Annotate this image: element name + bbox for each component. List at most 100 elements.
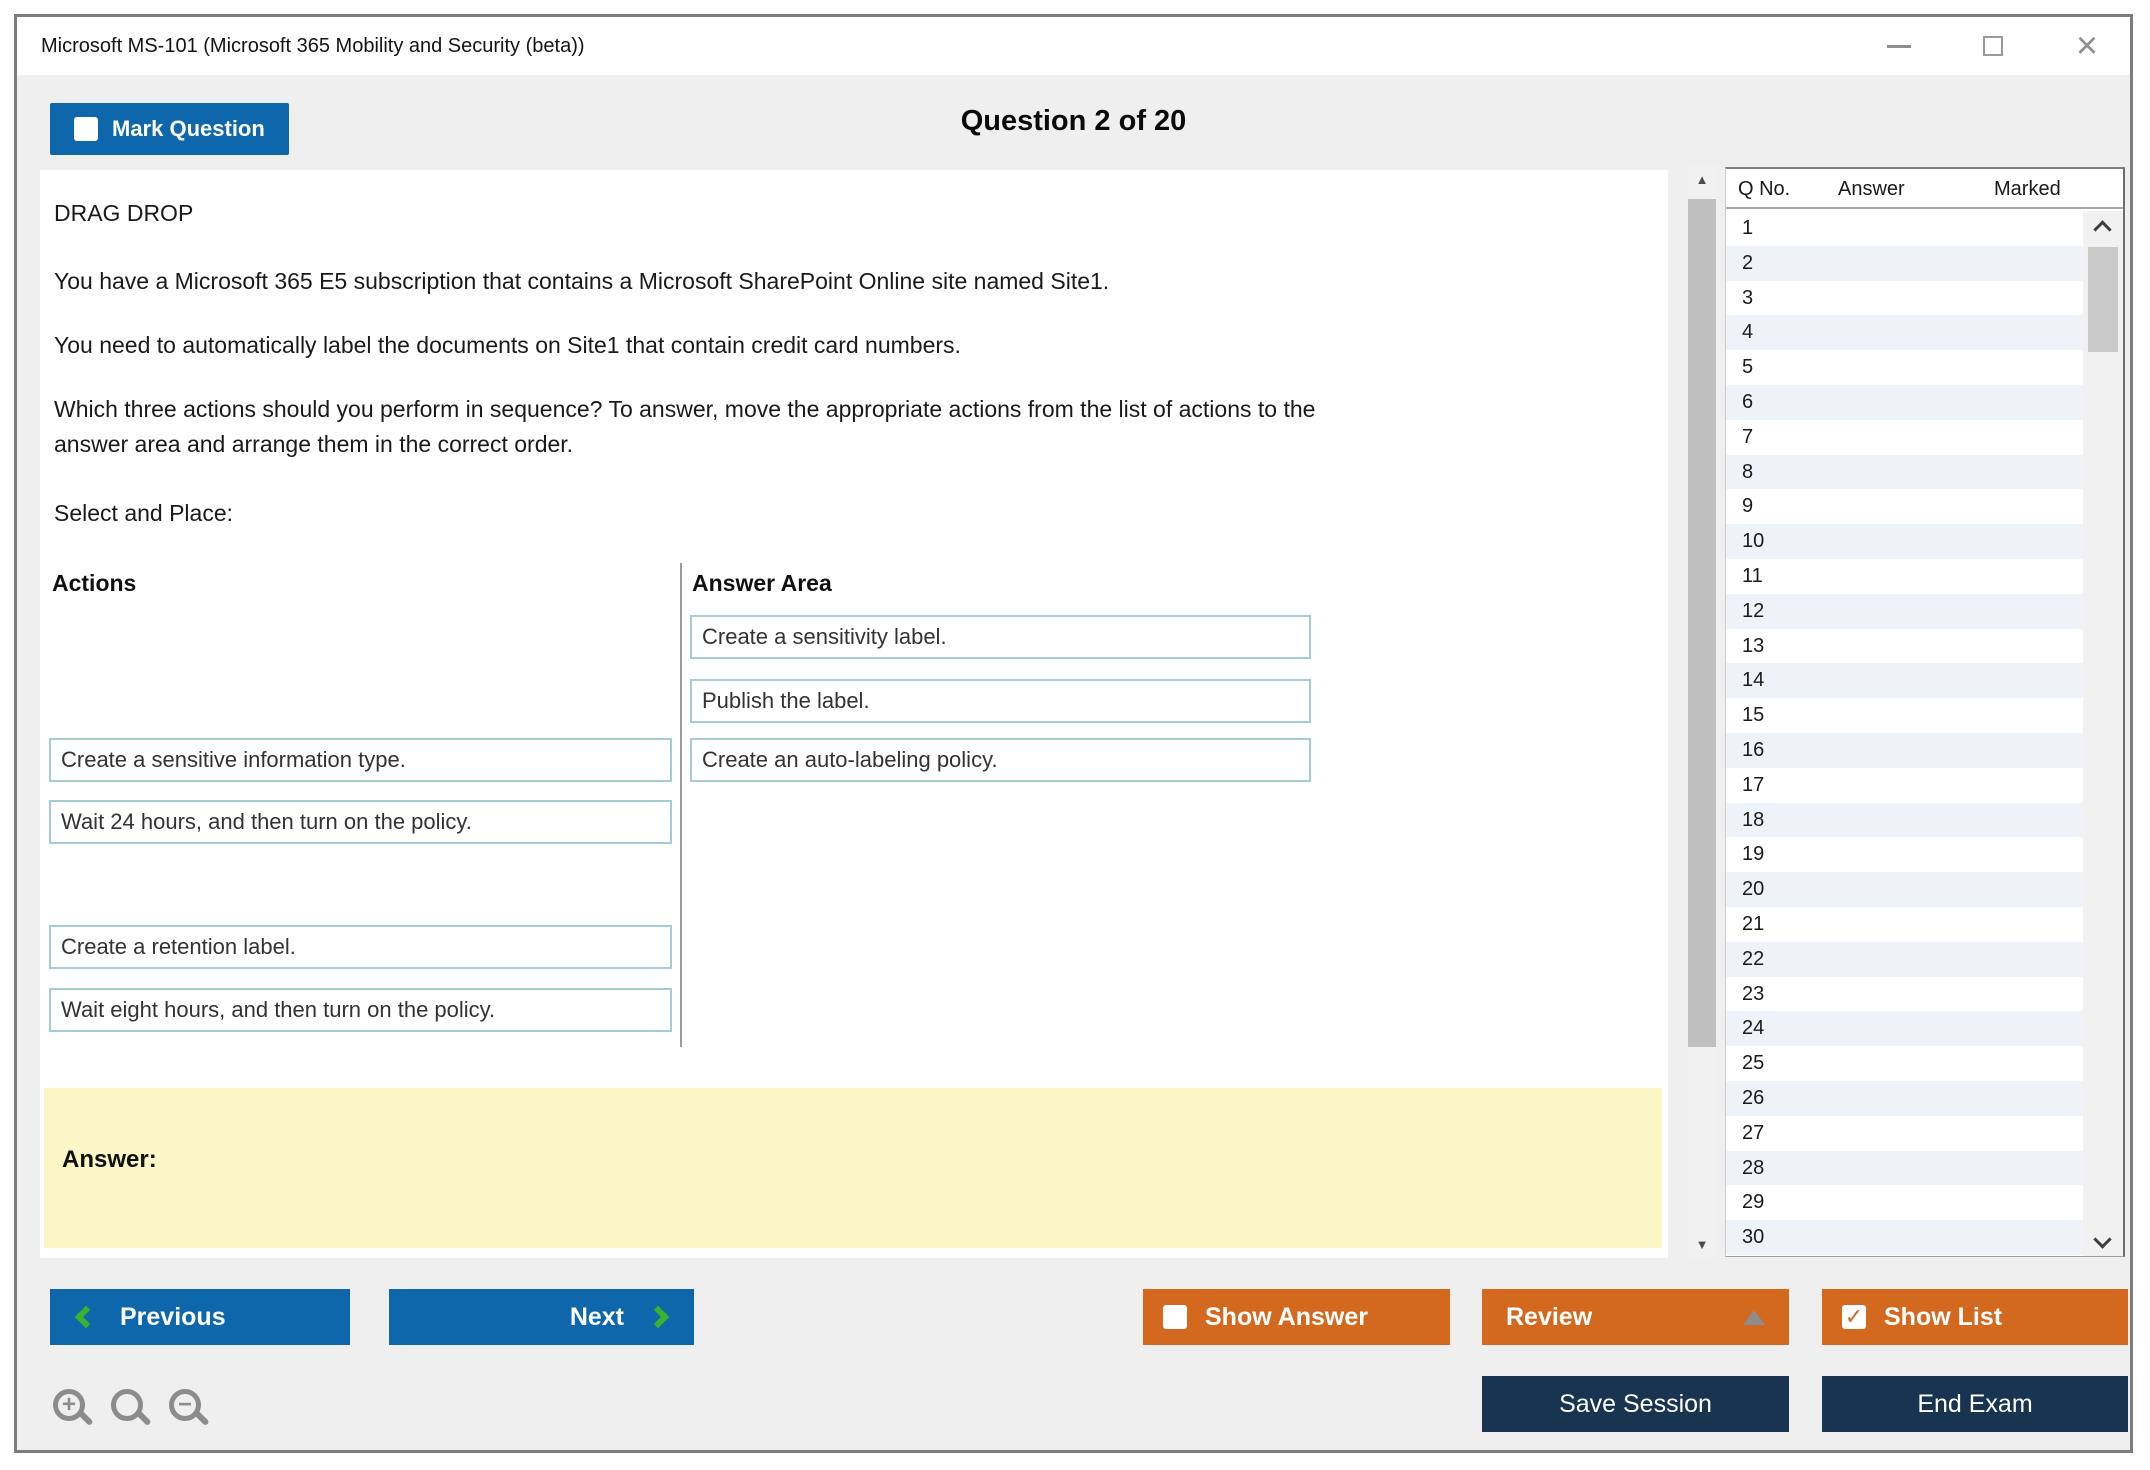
action-option[interactable]: Create a sensitive information type. — [49, 738, 672, 782]
question-paragraph: You need to automatically label the docu… — [54, 332, 961, 358]
title-bar: Microsoft MS-101 (Microsoft 365 Mobility… — [17, 17, 2130, 75]
chevron-right-icon — [646, 1305, 670, 1329]
mark-question-button[interactable]: Mark Question — [50, 103, 289, 155]
question-counter: Question 2 of 20 — [960, 105, 1187, 137]
question-list-row[interactable]: 17 — [1742, 773, 1765, 796]
review-label: Review — [1506, 1302, 1593, 1331]
question-list-row[interactable]: 8 — [1726, 454, 2083, 490]
column-header-answer: Answer — [1838, 178, 1905, 200]
answer-highlight-zone: Answer: — [44, 1088, 1662, 1248]
question-list-row[interactable]: 28 — [1726, 1150, 2083, 1186]
answer-area-column-title: Answer Area — [692, 570, 832, 596]
review-button[interactable]: Review — [1482, 1289, 1789, 1345]
checkmark-icon: ✓ — [1844, 1304, 1864, 1329]
question-panel: DRAG DROP You have a Microsoft 365 E5 su… — [40, 170, 1668, 1258]
column-header-qno: Q No. — [1738, 178, 1791, 200]
show-list-label: Show List — [1884, 1302, 2003, 1331]
question-list-row[interactable]: 14 — [1726, 663, 2083, 699]
previous-label: Previous — [120, 1302, 226, 1331]
question-list-row[interactable]: 27 — [1742, 1121, 1765, 1144]
question-list-row[interactable]: 24 — [1726, 1011, 2083, 1047]
list-scrollbar-thumb[interactable] — [2088, 247, 2118, 352]
mark-question-checkbox[interactable] — [74, 117, 98, 141]
action-option[interactable]: Wait 24 hours, and then turn on the poli… — [49, 800, 672, 844]
scroll-down-arrow[interactable]: ▼ — [1695, 1236, 1709, 1252]
question-list-row[interactable]: 7 — [1742, 425, 1754, 448]
question-list-row[interactable]: 16 — [1726, 732, 2083, 768]
action-option[interactable]: Create a retention label. — [49, 925, 672, 969]
triangle-up-icon — [1743, 1309, 1765, 1325]
show-list-button[interactable]: ✓ Show List — [1822, 1289, 2128, 1345]
answer-label: Answer: — [62, 1146, 157, 1173]
show-answer-label: Show Answer — [1205, 1302, 1368, 1331]
question-list-row[interactable]: 13 — [1742, 634, 1765, 657]
close-button[interactable]: × — [2072, 25, 2102, 67]
question-list-row[interactable]: 11 — [1742, 564, 1763, 587]
maximize-button[interactable] — [1978, 28, 2008, 64]
previous-button[interactable]: Previous — [50, 1289, 350, 1345]
question-list-row[interactable]: 1 — [1742, 217, 1754, 239]
column-header-marked: Marked — [1994, 178, 2061, 200]
scrollbar-thumb[interactable] — [1688, 199, 1716, 1047]
question-list-header: Q No. Answer Marked — [1726, 169, 2123, 209]
show-answer-button[interactable]: Show Answer — [1143, 1289, 1450, 1345]
magnifier-icon[interactable] — [111, 1389, 143, 1421]
question-paragraph: You have a Microsoft 365 E5 subscription… — [54, 268, 1110, 294]
answer-area-item[interactable]: Create a sensitivity label. — [690, 615, 1311, 659]
save-session-button[interactable]: Save Session — [1482, 1376, 1789, 1432]
question-list-rows: 1 2 3 4 5 6 7 — [1726, 211, 2083, 1256]
question-list-row[interactable]: 15 — [1742, 704, 1765, 727]
save-session-label: Save Session — [1559, 1389, 1712, 1418]
question-list-row[interactable]: 3 — [1742, 286, 1754, 309]
question-list-row[interactable]: 12 — [1726, 593, 2083, 629]
action-option[interactable]: Wait eight hours, and then turn on the p… — [49, 988, 672, 1032]
minimize-button[interactable] — [1884, 28, 1914, 64]
zoom-out-icon[interactable] — [169, 1389, 201, 1421]
end-exam-button[interactable]: End Exam — [1822, 1376, 2128, 1432]
question-list-row[interactable]: 23 — [1742, 982, 1765, 1005]
next-button[interactable]: Next — [389, 1289, 694, 1345]
app-body: Question 2 of 20 Mark Question DRAG DROP… — [17, 75, 2130, 1450]
app-window: Microsoft MS-101 (Microsoft 365 Mobility… — [14, 14, 2133, 1453]
column-divider — [680, 563, 682, 1047]
question-paragraph: Which three actions should you perform i… — [54, 396, 1316, 422]
zoom-in-icon[interactable] — [53, 1389, 85, 1421]
list-scroll-up-icon[interactable] — [2093, 220, 2112, 239]
question-list-scrollbar[interactable] — [2083, 211, 2123, 1256]
window-title: Microsoft MS-101 (Microsoft 365 Mobility… — [41, 34, 585, 57]
question-list-row[interactable]: 29 — [1742, 1191, 1765, 1214]
list-scroll-down-icon[interactable] — [2093, 1230, 2112, 1249]
question-list-row[interactable]: 18 — [1726, 802, 2083, 838]
question-list-row[interactable]: 5 — [1742, 356, 1754, 379]
maximize-icon — [1983, 36, 2003, 56]
question-list-row[interactable]: 19 — [1742, 843, 1765, 866]
minimize-icon — [1887, 44, 1911, 48]
mark-question-label: Mark Question — [112, 116, 265, 141]
question-list-row[interactable]: 4 — [1726, 315, 2083, 351]
question-type-label: DRAG DROP — [54, 200, 194, 226]
window-controls: × — [1884, 17, 2102, 75]
question-list-row[interactable]: 6 — [1726, 384, 2083, 420]
question-list-row[interactable]: 10 — [1726, 524, 2083, 559]
question-list-row[interactable]: 22 — [1726, 941, 2083, 977]
question-list-body: 1 2 3 4 5 6 7 — [1726, 211, 2123, 1256]
question-list-row[interactable]: 21 — [1742, 912, 1765, 935]
question-list-row[interactable]: 2 — [1726, 245, 2083, 281]
zoom-toolbar — [53, 1389, 201, 1421]
show-list-checkbox[interactable]: ✓ — [1842, 1305, 1866, 1329]
question-list-row[interactable]: 25 — [1742, 1052, 1765, 1075]
answer-area-item[interactable]: Publish the label. — [690, 679, 1311, 723]
question-list-row[interactable]: 20 — [1726, 872, 2083, 907]
scroll-up-arrow[interactable]: ▲ — [1695, 171, 1709, 187]
question-list-row[interactable]: 26 — [1726, 1080, 2083, 1116]
chevron-left-icon — [74, 1305, 98, 1329]
show-answer-checkbox[interactable] — [1163, 1305, 1187, 1329]
close-icon: × — [2075, 25, 2099, 67]
main-scrollbar[interactable]: ▲ ▼ — [1687, 165, 1717, 1258]
select-and-place-label: Select and Place: — [54, 500, 234, 526]
question-list-row[interactable]: 30 — [1726, 1220, 2083, 1255]
question-paragraph: answer area and arrange them in the corr… — [54, 431, 574, 457]
answer-area-item[interactable]: Create an auto-labeling policy. — [690, 738, 1311, 782]
question-list-row[interactable]: 9 — [1742, 495, 1754, 518]
